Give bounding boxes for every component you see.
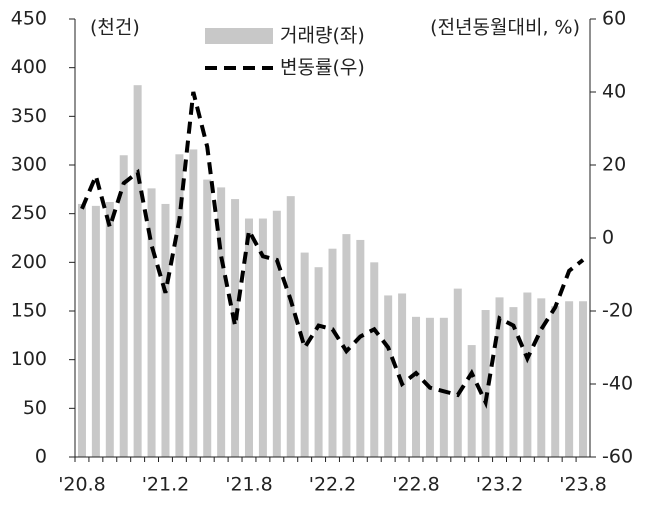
y2-tick-label: -40 [602, 373, 633, 395]
right-unit: (전년동월대비, %) [430, 17, 580, 39]
x-tick-label: '21.8 [225, 474, 273, 496]
x-tick-label: '20.8 [58, 474, 106, 496]
y-tick-label: 200 [11, 251, 47, 273]
bar [77, 203, 86, 457]
bar [412, 316, 421, 457]
bar [370, 262, 379, 457]
y2-tick-label: 20 [602, 154, 626, 176]
bar [189, 149, 198, 457]
x-tick-label: '22.2 [309, 474, 357, 496]
bar [328, 248, 337, 457]
bar [286, 196, 295, 457]
line [80, 91, 585, 409]
bar [579, 301, 588, 457]
bar [300, 252, 309, 457]
y-tick-label: 150 [11, 300, 47, 322]
y-tick-label: 50 [23, 397, 47, 419]
left-unit: (천건) [90, 17, 140, 39]
bar [119, 155, 128, 457]
bar [314, 267, 323, 457]
legend-label: 거래량(좌) [280, 25, 365, 47]
bar [244, 218, 253, 457]
bar [147, 188, 156, 458]
y2-tick-label: 0 [602, 227, 614, 249]
bar [217, 187, 226, 458]
bar [105, 201, 114, 457]
y2-tick-label: 40 [602, 81, 626, 103]
bar [551, 306, 560, 457]
x-tick-label: '23.8 [559, 474, 607, 496]
bar [398, 293, 407, 457]
bar [258, 218, 267, 457]
bar [231, 199, 240, 458]
x-tick-label: '21.2 [142, 474, 190, 496]
bar [175, 154, 184, 457]
bar [495, 297, 504, 457]
x-tick-label: '23.2 [476, 474, 524, 496]
y-tick-label: 450 [11, 8, 47, 30]
bar [272, 210, 281, 457]
bar [133, 85, 142, 457]
y2-tick-label: -20 [602, 300, 633, 322]
y2-tick-label: 60 [602, 8, 626, 30]
bar [203, 179, 212, 457]
bar [384, 295, 393, 457]
bar [565, 301, 574, 457]
y-tick-label: 0 [35, 446, 47, 468]
bar [537, 298, 546, 457]
y-tick-label: 100 [11, 348, 47, 370]
y-tick-label: 300 [11, 154, 47, 176]
y-tick-label: 250 [11, 202, 47, 224]
legend-label: 변동률(우) [280, 57, 365, 79]
y-tick-label: 400 [11, 56, 47, 78]
bar [467, 345, 476, 457]
bar [439, 317, 448, 457]
bar [161, 203, 170, 457]
y2-tick-label: -60 [602, 446, 633, 468]
bar [342, 234, 351, 457]
bar [523, 292, 532, 457]
bar [453, 288, 462, 457]
bar [509, 307, 518, 457]
x-tick-label: '22.8 [392, 474, 440, 496]
legend-swatch [205, 28, 273, 44]
bar [91, 205, 100, 457]
bar [481, 310, 490, 457]
y-tick-label: 350 [11, 105, 47, 127]
bar [356, 239, 365, 457]
